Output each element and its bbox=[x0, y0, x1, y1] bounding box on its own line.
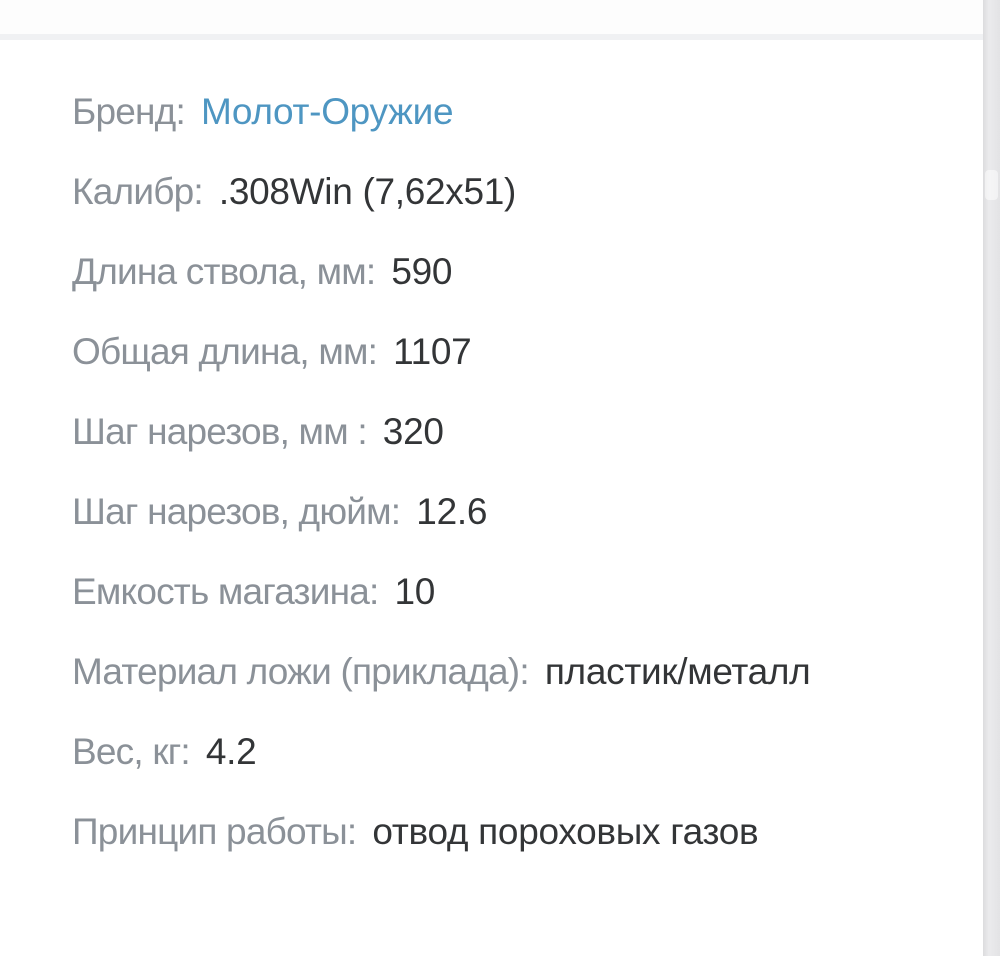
spec-label: Вес, кг: bbox=[72, 731, 191, 772]
section-divider bbox=[0, 34, 1000, 40]
spec-value: пластик/металл bbox=[544, 651, 811, 692]
spec-label: Шаг нарезов, мм : bbox=[72, 411, 368, 452]
spec-value: 320 bbox=[382, 411, 444, 452]
spec-row: Шаг нарезов, мм : 320 bbox=[72, 410, 963, 454]
spec-value: 12.6 bbox=[416, 491, 488, 532]
top-band bbox=[0, 0, 1000, 34]
spec-value: 1107 bbox=[393, 331, 472, 372]
spec-row: Материал ложи (приклада): пластик/металл bbox=[72, 650, 963, 694]
spec-row: Шаг нарезов, дюйм: 12.6 bbox=[72, 490, 963, 534]
brand-link[interactable]: Молот-Оружие bbox=[200, 91, 454, 132]
spec-label: Материал ложи (приклада): bbox=[72, 651, 530, 692]
page-edge-gutter bbox=[983, 0, 1000, 956]
spec-label: Калибр: bbox=[72, 171, 204, 212]
spec-row: Принцип работы: отвод пороховых газов bbox=[72, 810, 963, 854]
spec-row: Емкость магазина: 10 bbox=[72, 570, 963, 614]
spec-label: Емкость магазина: bbox=[72, 571, 379, 612]
spec-label: Общая длина, мм: bbox=[72, 331, 378, 372]
spec-value: 10 bbox=[394, 571, 436, 612]
spec-row: Общая длина, мм: 1107 bbox=[72, 330, 963, 374]
spec-label: Длина ствола, мм: bbox=[72, 251, 376, 292]
spec-list: Бренд: Молот-Оружие Калибр: .308Win (7,6… bbox=[0, 40, 983, 890]
spec-value: 590 bbox=[391, 251, 453, 292]
spec-row: Калибр: .308Win (7,62x51) bbox=[72, 170, 963, 214]
spec-row: Вес, кг: 4.2 bbox=[72, 730, 963, 774]
spec-value: .308Win (7,62x51) bbox=[218, 171, 517, 212]
spec-label: Принцип работы: bbox=[72, 811, 357, 852]
watermark-artifact bbox=[985, 170, 998, 200]
spec-value: 4.2 bbox=[205, 731, 257, 772]
spec-value: отвод пороховых газов bbox=[372, 811, 759, 852]
spec-row: Бренд: Молот-Оружие bbox=[72, 90, 963, 134]
spec-label: Бренд: bbox=[72, 91, 186, 132]
spec-row: Длина ствола, мм: 590 bbox=[72, 250, 963, 294]
spec-label: Шаг нарезов, дюйм: bbox=[72, 491, 401, 532]
